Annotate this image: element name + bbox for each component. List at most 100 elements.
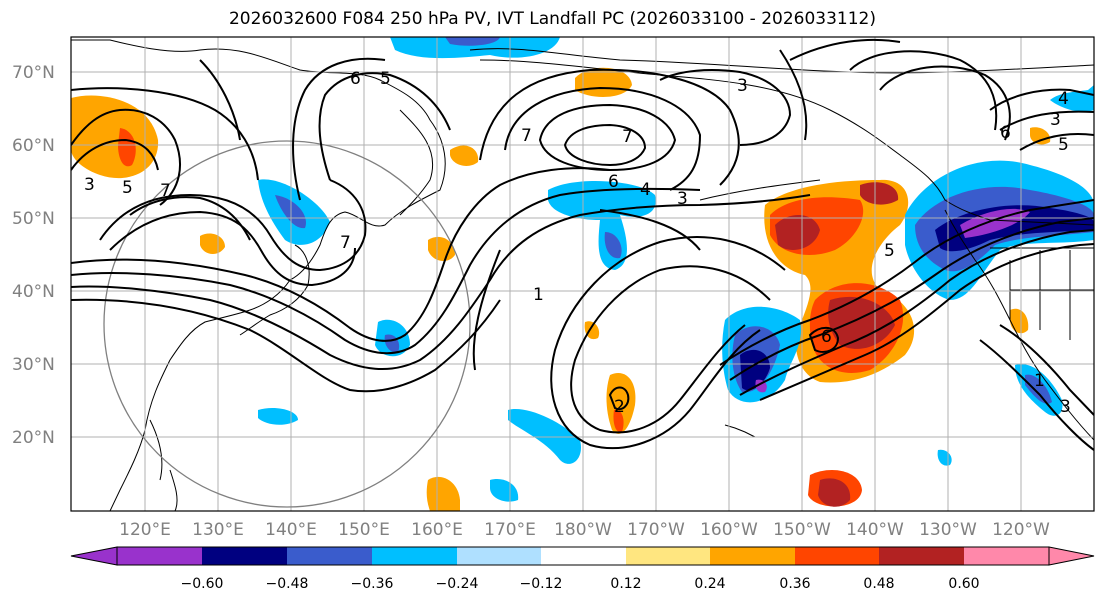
contour-label: 7 bbox=[622, 127, 633, 147]
coast-kamchatka bbox=[399, 109, 434, 216]
lat-label: 60°N bbox=[12, 136, 55, 156]
contour-label: 4 bbox=[640, 180, 651, 200]
colorbar-swatch bbox=[541, 547, 626, 565]
shade-neg-sakhalin-core bbox=[275, 195, 306, 229]
lon-label: 180°W bbox=[554, 520, 612, 540]
lat-label: 70°N bbox=[12, 63, 55, 83]
colorbar-tick: 0.60 bbox=[948, 576, 979, 592]
contour-label: 6 bbox=[350, 69, 361, 89]
shade-pos-small9 bbox=[584, 321, 600, 340]
pv-contour-29 bbox=[789, 38, 901, 61]
shade-neg-small4 bbox=[490, 479, 519, 502]
colorbar-swatch bbox=[710, 547, 795, 565]
colorbar-swatch bbox=[964, 547, 1049, 565]
shade-neg-small2 bbox=[508, 409, 581, 464]
lon-label: 140°E bbox=[265, 520, 317, 540]
shade-pos-center-core bbox=[775, 182, 899, 349]
pv-contours bbox=[71, 38, 1094, 451]
shade-pos-west bbox=[71, 95, 159, 179]
contour-label: 6 bbox=[608, 172, 619, 192]
contour-label: 5 bbox=[122, 178, 133, 198]
graticule bbox=[71, 37, 1094, 511]
lat-label: 50°N bbox=[12, 209, 55, 229]
colorbar-swatch bbox=[457, 547, 541, 565]
coast-namerica bbox=[944, 209, 1094, 441]
pv-contour-33 bbox=[999, 110, 1094, 131]
shade-pos-small7 bbox=[1010, 308, 1029, 334]
colorbar-ticks: −0.60 −0.48 −0.36 −0.24 −0.12 0.12 0.24 … bbox=[181, 576, 980, 592]
pv-contour-11 bbox=[71, 138, 159, 171]
pv-contour-8 bbox=[318, 72, 451, 181]
contour-label: 7 bbox=[521, 126, 532, 146]
colorbar-tick: −0.60 bbox=[181, 576, 224, 592]
contour-label: 1 bbox=[533, 285, 544, 305]
map-title: 2026032600 F084 250 hPa PV, IVT Landfall… bbox=[228, 9, 876, 29]
colorbar-frame bbox=[116, 546, 1050, 566]
lon-label: 170°E bbox=[484, 520, 536, 540]
coastlines bbox=[71, 39, 1094, 511]
pv-contour-13 bbox=[199, 59, 241, 141]
pv-contour-16 bbox=[504, 86, 702, 191]
pv-contour-35 bbox=[979, 339, 1094, 451]
pv-contour-34 bbox=[1019, 132, 1094, 151]
region-circle bbox=[103, 140, 471, 508]
colorbar-swatch bbox=[372, 547, 457, 565]
colorbar-tick: −0.48 bbox=[266, 576, 309, 592]
contour-label: 3 bbox=[677, 189, 688, 209]
shade-pos-small8 bbox=[1030, 127, 1051, 145]
contour-label: 6 bbox=[1000, 123, 1011, 143]
colorbar-tick: 0.12 bbox=[610, 576, 641, 592]
lat-label: 40°N bbox=[12, 282, 55, 302]
shade-pos-small5-core bbox=[818, 478, 851, 507]
pv-contour-15 bbox=[563, 123, 647, 167]
pv-contour-1 bbox=[71, 194, 811, 371]
lon-label: 140°W bbox=[846, 520, 904, 540]
coast-philippines bbox=[149, 419, 178, 511]
contour-label: 4 bbox=[1058, 89, 1069, 109]
pv-contour-20 bbox=[472, 209, 701, 371]
shade-neg-coast-peak bbox=[960, 208, 1030, 238]
shade-neg-top-core bbox=[445, 37, 500, 46]
pv-contour-24 bbox=[729, 217, 1094, 381]
colorbar-tick: 0.24 bbox=[694, 576, 725, 592]
coast-asia bbox=[71, 39, 446, 511]
pv-contour-3 bbox=[71, 167, 611, 342]
colorbar: −0.60 −0.48 −0.36 −0.24 −0.12 0.12 0.24 … bbox=[70, 546, 1095, 592]
pv-contour-10 bbox=[71, 108, 181, 206]
contour-label: 1 bbox=[1034, 371, 1045, 391]
pv-contour-32 bbox=[989, 88, 1094, 111]
latitude-labels: 70°N 60°N 50°N 40°N 30°N 20°N bbox=[12, 63, 55, 448]
pv-contour-27 bbox=[719, 199, 1094, 366]
coast-arctic bbox=[469, 48, 1094, 74]
pv-contour-26 bbox=[759, 243, 1094, 401]
lon-label: 120°E bbox=[119, 520, 171, 540]
pv-contour-6 bbox=[109, 210, 356, 287]
shade-neg-small6 bbox=[1050, 85, 1094, 112]
lat-label: 20°N bbox=[12, 428, 55, 448]
pv-contour-36 bbox=[999, 324, 1094, 416]
shade-pos-small6 bbox=[426, 476, 460, 511]
longitude-labels: 120°E 130°E 140°E 150°E 160°E 170°E 180°… bbox=[119, 520, 1050, 540]
lat-label: 30°N bbox=[12, 355, 55, 375]
colorbar-extend-max bbox=[1048, 546, 1095, 566]
colorbar-tick: −0.24 bbox=[436, 576, 479, 592]
shade-neg-coast-core bbox=[935, 205, 1094, 252]
colorbar-swatch bbox=[795, 547, 879, 565]
pv-contour-18 bbox=[659, 69, 792, 146]
shade-neg-central-core bbox=[604, 232, 622, 259]
lon-label: 160°E bbox=[411, 520, 463, 540]
shade-pos-small1 bbox=[200, 233, 225, 254]
pv-contour-14 bbox=[538, 103, 677, 172]
colorbar-tick: 0.36 bbox=[779, 576, 810, 592]
shade-neg-small1 bbox=[258, 408, 298, 425]
colorbar-swatch bbox=[626, 547, 710, 565]
contour-label: 3 bbox=[737, 76, 748, 96]
lon-label: 160°W bbox=[700, 520, 758, 540]
coast-hawaii bbox=[724, 424, 756, 438]
contour-label: 7 bbox=[340, 233, 351, 253]
shade-neg-central bbox=[548, 180, 656, 270]
contour-label: 5 bbox=[380, 69, 391, 89]
lon-label: 120°W bbox=[992, 520, 1050, 540]
pv-contour-7 bbox=[129, 196, 251, 241]
contour-label: 6 bbox=[821, 327, 832, 347]
